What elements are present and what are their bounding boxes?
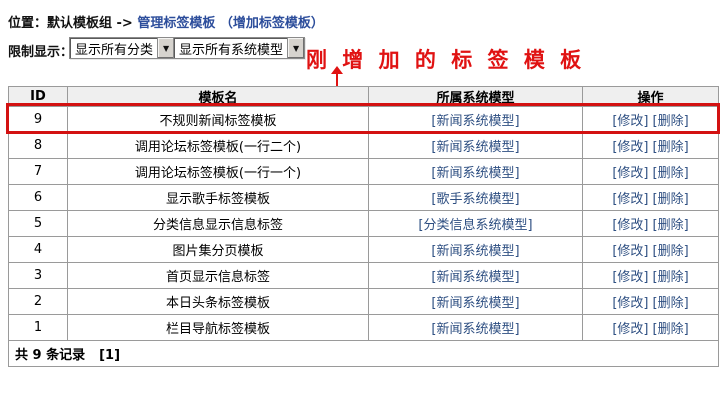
cell-id: 7	[8, 158, 68, 185]
page-number-link[interactable]: [1]	[99, 348, 121, 363]
cell-template-name: 栏目导航标签模板	[67, 314, 369, 341]
templates-table: ID 模板名 所属系统模型 操作 9 不规则新闻标签模板 [新闻系统模型] [修…	[8, 86, 719, 367]
delete-link[interactable]: [删除]	[652, 244, 689, 259]
header-operation: 操作	[582, 86, 719, 107]
model-filter-value: 显示所有系统模型	[179, 42, 284, 58]
model-link[interactable]: [新闻系统模型]	[431, 114, 520, 129]
breadcrumb-location-label: 位置：默认模板组 ->	[8, 16, 138, 31]
breadcrumb: 位置：默认模板组 -> 管理标签模板 （增加标签模板）	[8, 12, 324, 31]
filter-label: 限制显示：	[8, 45, 74, 60]
model-link[interactable]: [新闻系统模型]	[431, 296, 520, 311]
edit-link[interactable]: [修改]	[612, 218, 649, 233]
cell-id: 9	[8, 106, 68, 133]
category-filter-select[interactable]: 显示所有分类 ▼	[69, 37, 176, 59]
model-link[interactable]: [分类信息系统模型]	[418, 218, 533, 233]
cell-id: 4	[8, 236, 68, 263]
breadcrumb-add-template-link[interactable]: （增加标签模板）	[219, 16, 324, 31]
cell-id: 5	[8, 210, 68, 237]
edit-link[interactable]: [修改]	[612, 270, 649, 285]
header-id: ID	[8, 86, 68, 107]
cell-id: 3	[8, 262, 68, 289]
model-link[interactable]: [新闻系统模型]	[431, 140, 520, 155]
cell-template-name: 本日头条标签模板	[67, 288, 369, 315]
delete-link[interactable]: [删除]	[652, 218, 689, 233]
edit-link[interactable]: [修改]	[612, 322, 649, 337]
delete-link[interactable]: [删除]	[652, 322, 689, 337]
model-link[interactable]: [新闻系统模型]	[431, 244, 520, 259]
delete-link[interactable]: [删除]	[652, 166, 689, 181]
model-link[interactable]: [新闻系统模型]	[431, 166, 520, 181]
breadcrumb-manage-templates-link[interactable]: 管理标签模板	[137, 16, 216, 31]
delete-link[interactable]: [删除]	[652, 140, 689, 155]
annotation-text: 刚 增 加 的 标 签 模 板	[306, 48, 586, 72]
table-row: 1 栏目导航标签模板 [新闻系统模型] [修改] [删除]	[8, 314, 719, 341]
table-row: 2 本日头条标签模板 [新闻系统模型] [修改] [删除]	[8, 288, 719, 315]
header-name: 模板名	[67, 86, 369, 107]
chevron-down-icon[interactable]: ▼	[157, 38, 175, 58]
edit-link[interactable]: [修改]	[612, 192, 649, 207]
cell-id: 8	[8, 132, 68, 159]
templates-table-wrap: ID 模板名 所属系统模型 操作 9 不规则新闻标签模板 [新闻系统模型] [修…	[6, 86, 720, 367]
table-header-row: ID 模板名 所属系统模型 操作	[8, 86, 719, 107]
delete-link[interactable]: [删除]	[652, 270, 689, 285]
cell-id: 1	[8, 314, 68, 341]
table-row: 4 图片集分页模板 [新闻系统模型] [修改] [删除]	[8, 236, 719, 263]
edit-link[interactable]: [修改]	[612, 114, 649, 129]
cell-template-name: 图片集分页模板	[67, 236, 369, 263]
table-row: 3 首页显示信息标签 [新闻系统模型] [修改] [删除]	[8, 262, 719, 289]
cell-template-name: 不规则新闻标签模板	[67, 106, 369, 133]
model-link[interactable]: [新闻系统模型]	[431, 322, 520, 337]
table-row: 6 显示歌手标签模板 [歌手系统模型] [修改] [删除]	[8, 184, 719, 211]
cell-template-name: 调用论坛标签模板(一行一个)	[67, 158, 369, 185]
cell-template-name: 调用论坛标签模板(一行二个)	[67, 132, 369, 159]
edit-link[interactable]: [修改]	[612, 140, 649, 155]
model-link[interactable]: [歌手系统模型]	[431, 192, 520, 207]
cell-template-name: 首页显示信息标签	[67, 262, 369, 289]
record-count: 共 9 条记录 [1]	[8, 340, 719, 367]
edit-link[interactable]: [修改]	[612, 244, 649, 259]
model-link[interactable]: [新闻系统模型]	[431, 270, 520, 285]
table-footer-row: 共 9 条记录 [1]	[8, 340, 719, 367]
table-row: 8 调用论坛标签模板(一行二个) [新闻系统模型] [修改] [删除]	[8, 132, 719, 159]
cell-template-name: 分类信息显示信息标签	[67, 210, 369, 237]
cell-id: 2	[8, 288, 68, 315]
table-row: 7 调用论坛标签模板(一行一个) [新闻系统模型] [修改] [删除]	[8, 158, 719, 185]
table-row: 5 分类信息显示信息标签 [分类信息系统模型] [修改] [删除]	[8, 210, 719, 237]
header-model: 所属系统模型	[368, 86, 583, 107]
delete-link[interactable]: [删除]	[652, 296, 689, 311]
delete-link[interactable]: [删除]	[652, 114, 689, 129]
model-filter-select[interactable]: 显示所有系统模型 ▼	[173, 37, 306, 59]
cell-id: 6	[8, 184, 68, 211]
annotation-arrow-icon	[331, 66, 343, 74]
edit-link[interactable]: [修改]	[612, 296, 649, 311]
edit-link[interactable]: [修改]	[612, 166, 649, 181]
category-filter-value: 显示所有分类	[75, 42, 154, 58]
table-row-highlighted: 9 不规则新闻标签模板 [新闻系统模型] [修改] [删除]	[8, 106, 719, 133]
delete-link[interactable]: [删除]	[652, 192, 689, 207]
cell-template-name: 显示歌手标签模板	[67, 184, 369, 211]
chevron-down-icon[interactable]: ▼	[287, 38, 305, 58]
